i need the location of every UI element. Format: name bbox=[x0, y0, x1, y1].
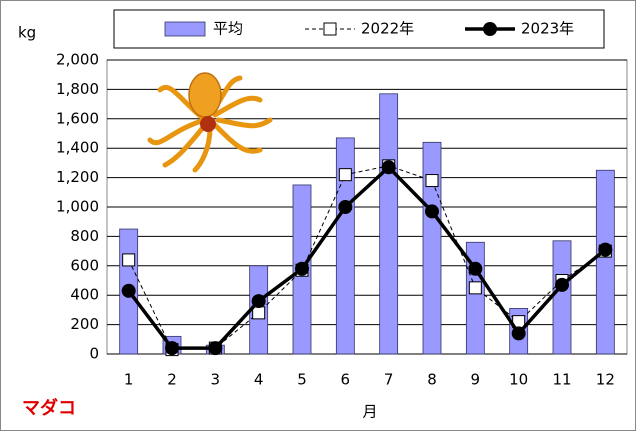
y-axis-label: kg bbox=[18, 24, 36, 42]
legend-label: 2022年 bbox=[361, 20, 414, 38]
marker bbox=[208, 341, 223, 356]
y-tick-label: 1,600 bbox=[56, 109, 99, 127]
line bbox=[127, 164, 607, 350]
marker bbox=[338, 200, 353, 214]
x-tick-label: 11 bbox=[552, 371, 571, 389]
marker bbox=[381, 160, 396, 175]
y-tick-label: 1,000 bbox=[56, 198, 99, 216]
marker bbox=[252, 306, 266, 320]
x-tick-label: 12 bbox=[596, 371, 615, 389]
marker bbox=[425, 204, 439, 219]
marker bbox=[511, 326, 526, 341]
marker bbox=[122, 253, 136, 267]
x-tick-label: 3 bbox=[211, 371, 221, 389]
bar bbox=[379, 93, 399, 355]
y-tick-label: 0 bbox=[89, 345, 99, 363]
marker bbox=[295, 261, 309, 276]
y-tick-label: 400 bbox=[70, 286, 99, 304]
marker bbox=[555, 277, 569, 292]
legend-label: 平均 bbox=[213, 20, 243, 38]
legend-marker bbox=[483, 22, 497, 36]
y-tick-label: 200 bbox=[70, 315, 99, 333]
y-tick-label: 800 bbox=[70, 227, 99, 245]
x-axis-label: 月 bbox=[362, 403, 377, 421]
marker bbox=[598, 242, 613, 257]
octopus-illustration bbox=[147, 72, 273, 173]
x-tick-label: 1 bbox=[124, 371, 134, 389]
x-tick-label: 10 bbox=[509, 371, 528, 389]
x-tick-label: 7 bbox=[384, 371, 394, 389]
bar bbox=[335, 137, 355, 355]
marker bbox=[425, 174, 439, 188]
marker bbox=[468, 281, 482, 295]
y-tick-label: 600 bbox=[70, 256, 99, 274]
marker bbox=[251, 294, 266, 309]
annotation: マダコ bbox=[22, 397, 76, 419]
y-tick-label: 1,800 bbox=[56, 80, 99, 98]
marker bbox=[165, 341, 179, 356]
x-tick-label: 5 bbox=[297, 371, 307, 389]
marker bbox=[468, 261, 483, 276]
x-tick-label: 8 bbox=[427, 371, 437, 389]
bar bbox=[422, 141, 442, 355]
y-tick-label: 1,200 bbox=[56, 168, 99, 186]
y-tick-label: 1,400 bbox=[56, 139, 99, 157]
marker bbox=[121, 283, 136, 298]
x-tick-label: 2 bbox=[167, 371, 177, 389]
bar bbox=[595, 169, 615, 355]
x-tick-label: 9 bbox=[471, 371, 481, 389]
legend-marker bbox=[323, 22, 337, 36]
legend-swatch bbox=[164, 21, 206, 37]
y-tick-label: 2,000 bbox=[56, 51, 99, 69]
x-tick-label: 6 bbox=[341, 371, 351, 389]
x-tick-label: 4 bbox=[254, 371, 264, 389]
bar bbox=[552, 240, 572, 355]
legend-label: 2023年 bbox=[521, 20, 574, 38]
marker bbox=[338, 168, 352, 182]
